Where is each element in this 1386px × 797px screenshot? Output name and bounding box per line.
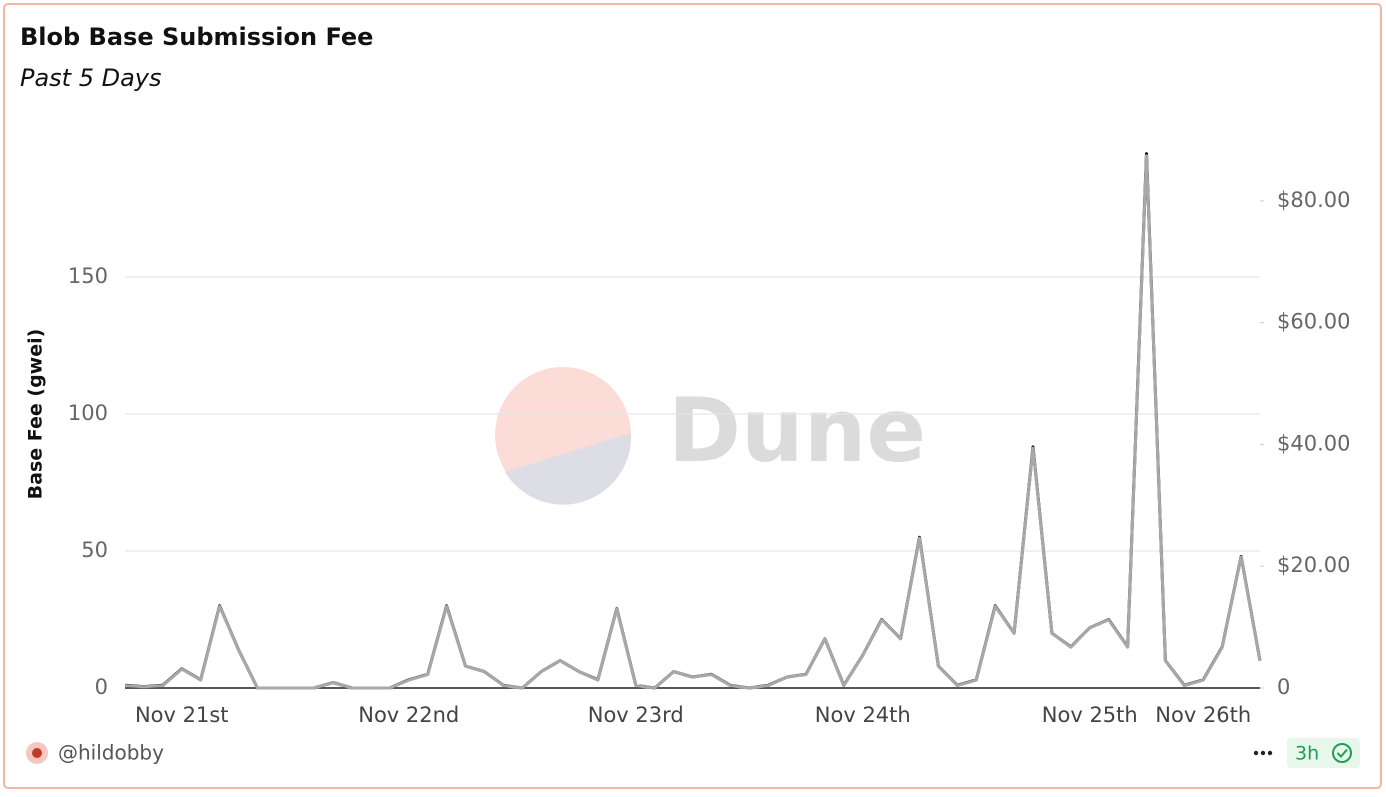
x-tick-label: Nov 23rd — [588, 703, 684, 727]
dot — [1253, 750, 1259, 756]
x-tick-label: Nov 26th — [1155, 703, 1251, 727]
x-tick-label: Nov 22nd — [358, 703, 459, 727]
y2-tick-label: $80.00 — [1277, 188, 1350, 212]
verified-icon — [1332, 743, 1352, 763]
plot-area: 0 50 100 150 0 $20.00 $40.00 $60.00 $80.00 Nov 21… — [68, 152, 1350, 727]
age: 3h — [1295, 743, 1319, 765]
y-tick-label: 150 — [68, 264, 108, 288]
chart-subtitle: Past 5 Days — [20, 64, 162, 92]
series-line — [124, 154, 1262, 690]
y-tick-label: 0 — [95, 675, 108, 699]
x-tick-label: Nov 25th — [1042, 703, 1138, 727]
author[interactable]: @hildobby — [58, 741, 164, 765]
y2-tick-label: $40.00 — [1277, 431, 1350, 455]
dot — [1267, 750, 1273, 756]
y2-tick-label: 0 — [1277, 675, 1290, 699]
card — [3, 3, 1382, 789]
y-tick-label: 100 — [68, 401, 108, 425]
x-tick-label: Nov 21st — [135, 703, 229, 727]
y2-tick-label: $60.00 — [1277, 310, 1350, 334]
x-tick-label: Nov 24th — [815, 703, 911, 727]
check — [1336, 748, 1348, 758]
more-menu[interactable] — [1253, 750, 1273, 756]
watermark: Dune — [495, 367, 926, 505]
avatar-detail — [32, 748, 42, 758]
age-badge — [1287, 738, 1360, 768]
y2-tick-label: $20.00 — [1277, 553, 1350, 577]
chart-title: Blob Base Submission Fee — [20, 23, 373, 51]
dot — [1260, 750, 1266, 756]
watermark-logo-part — [505, 433, 632, 505]
footer: @hildobby 3h — [26, 738, 1360, 768]
watermark-text: Dune — [668, 379, 926, 482]
y-tick-label: 50 — [81, 538, 108, 562]
y-axis-label: Base Fee (gwei) — [25, 329, 47, 500]
